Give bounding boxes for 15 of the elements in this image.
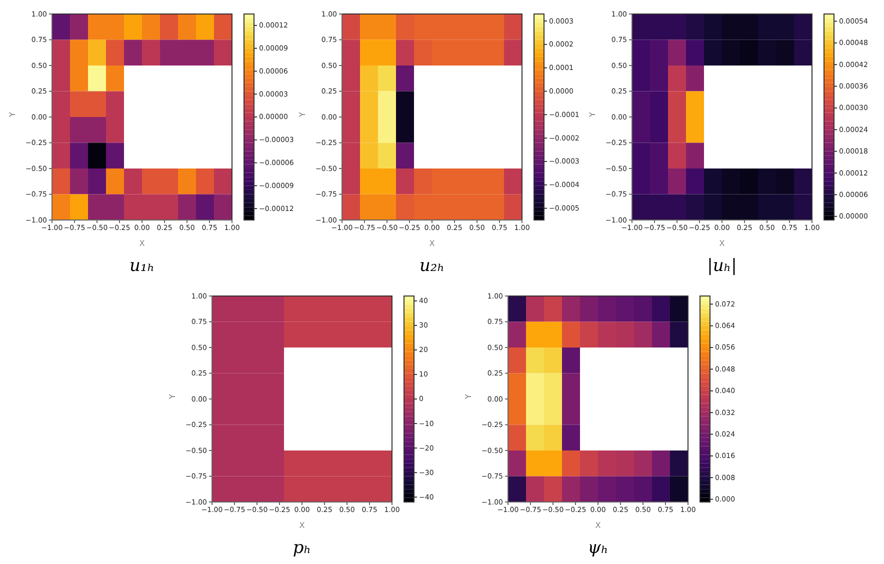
x-axis-title: X: [429, 239, 436, 248]
text: u₁ₕ: [128, 256, 156, 276]
x-axis-title: X: [719, 239, 726, 248]
y-axis-title: Y: [168, 394, 177, 400]
text: u₂ₕ: [418, 256, 446, 276]
text: |uₕ|: [706, 256, 738, 276]
y-axis-title: Y: [8, 112, 17, 118]
y-axis-title: Y: [298, 112, 307, 118]
y-axis-title: Y: [588, 112, 597, 118]
text: pₕ: [292, 538, 312, 558]
y-axis-title: Y: [464, 394, 473, 400]
x-axis-title: X: [139, 239, 146, 248]
x-axis-title: X: [299, 521, 306, 530]
text: ψₕ: [586, 538, 610, 558]
x-axis-title: X: [595, 521, 602, 530]
